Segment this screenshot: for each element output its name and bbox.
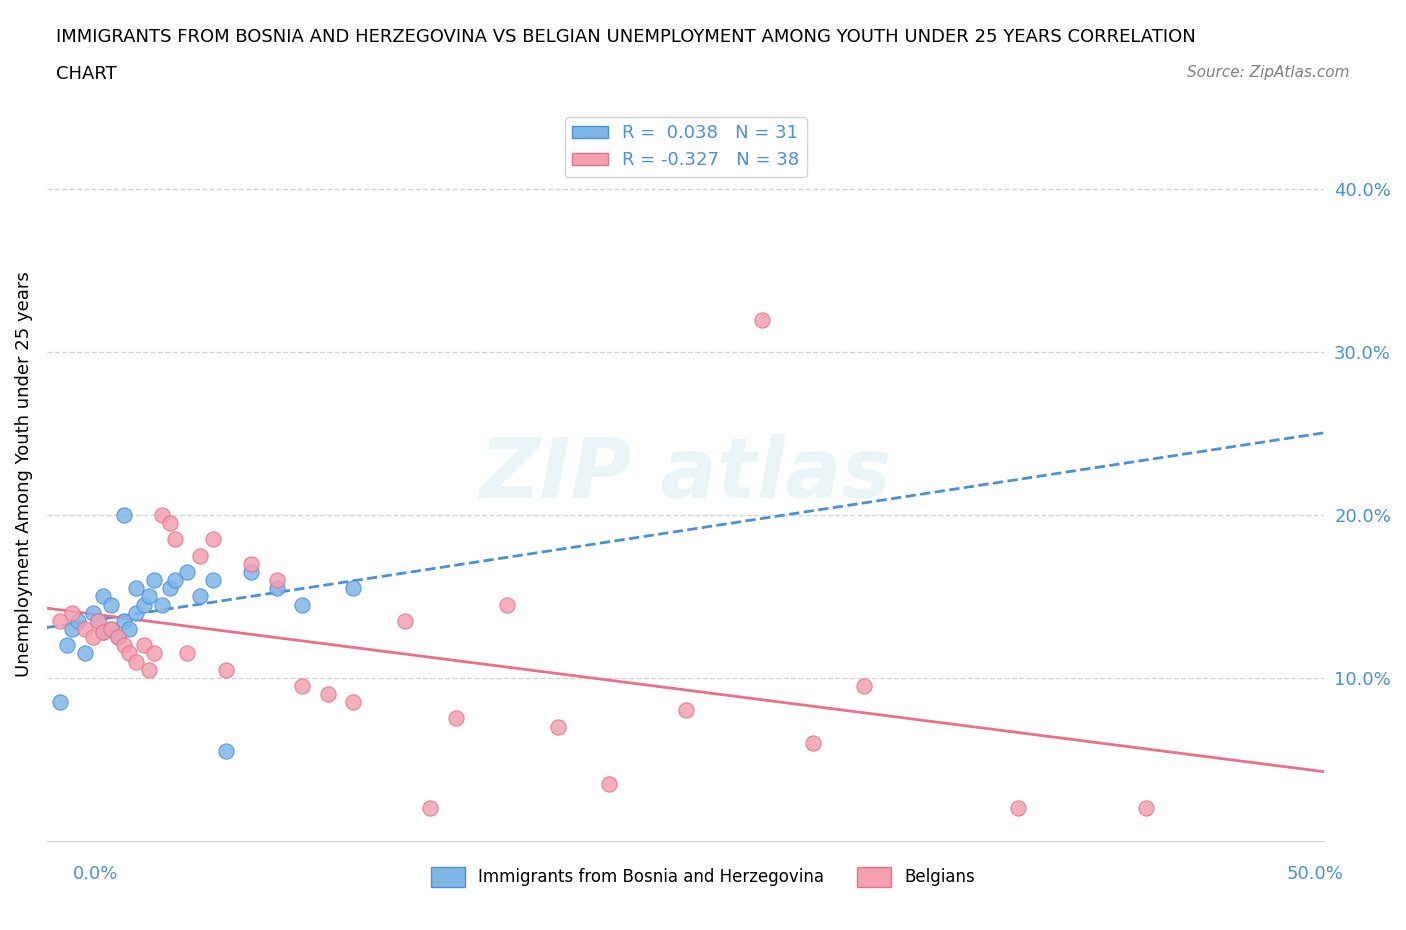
Point — [163, 573, 186, 588]
Point — [100, 621, 122, 636]
Point — [751, 312, 773, 327]
Point — [112, 508, 135, 523]
Point — [91, 625, 114, 640]
Text: 50.0%: 50.0% — [1286, 865, 1343, 884]
Legend: Immigrants from Bosnia and Herzegovina, Belgians: Immigrants from Bosnia and Herzegovina, … — [425, 860, 981, 894]
Point — [132, 597, 155, 612]
Point — [138, 589, 160, 604]
Point — [188, 589, 211, 604]
Point — [112, 638, 135, 653]
Point — [201, 573, 224, 588]
Legend: R =  0.038   N = 31, R = -0.327   N = 38: R = 0.038 N = 31, R = -0.327 N = 38 — [565, 117, 807, 177]
Point — [75, 621, 97, 636]
Point — [138, 662, 160, 677]
Point — [150, 508, 173, 523]
Point — [1135, 801, 1157, 816]
Point — [56, 638, 79, 653]
Point — [91, 589, 114, 604]
Point — [107, 630, 129, 644]
Point — [240, 556, 263, 571]
Point — [75, 646, 97, 661]
Point — [598, 777, 620, 791]
Point — [495, 597, 517, 612]
Point — [342, 695, 364, 710]
Point — [1007, 801, 1029, 816]
Text: CHART: CHART — [56, 65, 117, 83]
Point — [125, 581, 148, 596]
Point — [100, 597, 122, 612]
Point — [112, 614, 135, 629]
Point — [87, 614, 110, 629]
Point — [150, 597, 173, 612]
Point — [176, 646, 198, 661]
Point — [176, 565, 198, 579]
Point — [188, 549, 211, 564]
Point — [159, 516, 181, 531]
Text: IMMIGRANTS FROM BOSNIA AND HERZEGOVINA VS BELGIAN UNEMPLOYMENT AMONG YOUTH UNDER: IMMIGRANTS FROM BOSNIA AND HERZEGOVINA V… — [56, 28, 1197, 46]
Point — [675, 703, 697, 718]
Point — [266, 573, 288, 588]
Point — [82, 630, 104, 644]
Point — [125, 605, 148, 620]
Point — [62, 605, 84, 620]
Point — [159, 581, 181, 596]
Point — [394, 614, 416, 629]
Point — [316, 686, 339, 701]
Point — [66, 614, 89, 629]
Point — [291, 679, 314, 694]
Point — [132, 638, 155, 653]
Point — [82, 605, 104, 620]
Point — [342, 581, 364, 596]
Y-axis label: Unemployment Among Youth under 25 years: Unemployment Among Youth under 25 years — [15, 272, 32, 677]
Point — [48, 614, 70, 629]
Point — [125, 654, 148, 669]
Text: ZIP atlas: ZIP atlas — [479, 433, 891, 515]
Text: Source: ZipAtlas.com: Source: ZipAtlas.com — [1187, 65, 1350, 80]
Point — [118, 646, 141, 661]
Point — [48, 695, 70, 710]
Point — [100, 621, 122, 636]
Point — [803, 736, 825, 751]
Point — [215, 744, 238, 759]
Point — [547, 719, 569, 734]
Point — [201, 532, 224, 547]
Point — [143, 573, 166, 588]
Point — [266, 581, 288, 596]
Point — [143, 646, 166, 661]
Point — [163, 532, 186, 547]
Point — [87, 614, 110, 629]
Text: 0.0%: 0.0% — [73, 865, 118, 884]
Point — [91, 625, 114, 640]
Point — [291, 597, 314, 612]
Point — [118, 621, 141, 636]
Point — [215, 662, 238, 677]
Point — [107, 630, 129, 644]
Point — [444, 711, 467, 726]
Point — [240, 565, 263, 579]
Point — [419, 801, 441, 816]
Point — [62, 621, 84, 636]
Point — [853, 679, 876, 694]
